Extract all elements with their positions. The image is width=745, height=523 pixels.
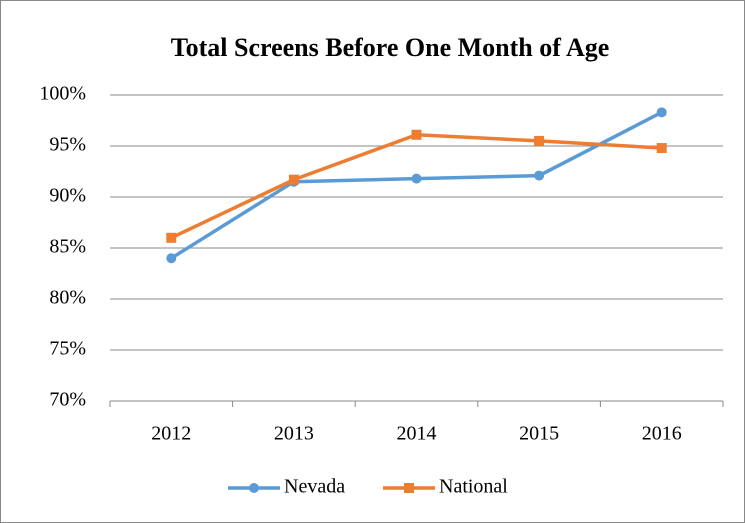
data-point bbox=[411, 173, 422, 184]
y-tick-label: 70% bbox=[49, 389, 86, 411]
x-tick-label: 2015 bbox=[519, 423, 559, 445]
y-tick-label: 95% bbox=[49, 134, 86, 156]
y-tick-label: 100% bbox=[39, 83, 86, 105]
data-point bbox=[166, 232, 177, 243]
legend-label: National bbox=[439, 476, 508, 498]
data-point bbox=[656, 107, 667, 118]
data-point bbox=[166, 253, 177, 264]
y-tick-label: 80% bbox=[49, 287, 86, 309]
legend-marker bbox=[404, 483, 414, 493]
data-point bbox=[534, 170, 545, 181]
y-tick-label: 90% bbox=[49, 185, 86, 207]
chart-title: Total Screens Before One Month of Age bbox=[171, 33, 610, 62]
x-tick-label: 2014 bbox=[397, 423, 437, 445]
y-tick-label: 75% bbox=[49, 338, 86, 360]
legend-marker bbox=[249, 483, 259, 493]
data-point bbox=[656, 143, 667, 154]
x-tick-label: 2016 bbox=[642, 423, 682, 445]
data-point bbox=[411, 129, 422, 140]
x-tick-label: 2013 bbox=[274, 423, 314, 445]
x-tick-label: 2012 bbox=[151, 423, 191, 445]
legend-label: Nevada bbox=[284, 476, 345, 498]
y-tick-label: 85% bbox=[49, 236, 86, 258]
data-point bbox=[534, 135, 545, 146]
data-point bbox=[288, 174, 299, 185]
